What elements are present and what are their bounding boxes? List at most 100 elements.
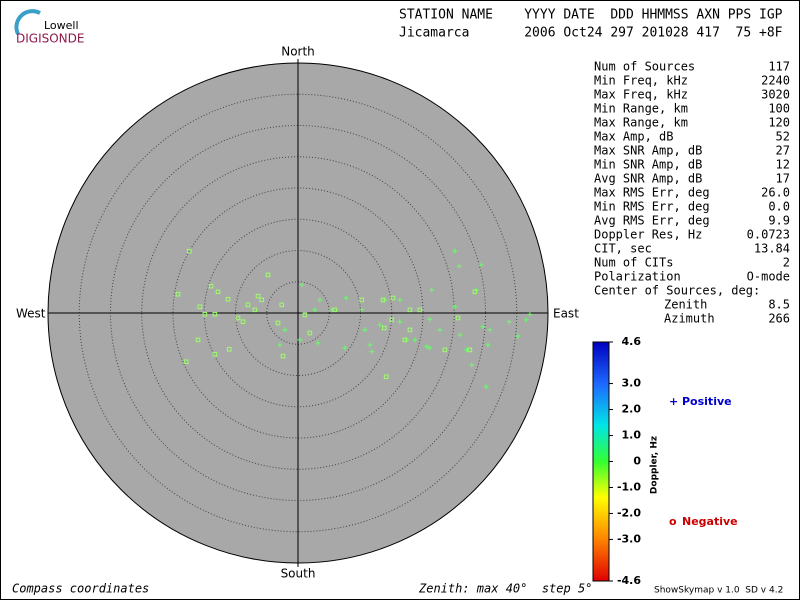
colorbar-tick-label: 2.0 [622,403,642,416]
footer-left: Compass coordinates [12,582,149,596]
source-negative [245,302,251,308]
source-positive [377,322,383,328]
source-positive [277,342,283,348]
direction-west: West [16,307,46,321]
source-positive [367,342,373,348]
colorbar-tick-label: -4.6 [617,574,641,587]
colorbar [592,341,610,582]
source-negative [175,291,181,297]
source-positive [282,327,288,333]
stat-value: 0.0 [768,200,790,214]
source-positive [424,344,430,350]
source-negative [212,311,218,317]
source-positive [506,319,512,325]
source-positive [485,342,491,348]
stat-value: 117 [768,60,790,74]
source-negative [332,307,338,313]
header-labels: STATION NAME YYYY DATE DDD HHMMSS AXN PP… [399,8,783,23]
source-positive [478,262,484,268]
stat-value: 2 [783,256,790,270]
stat-label: Min Freq, kHz [594,74,688,88]
logo-arc [14,9,41,35]
footer-right: ShowSkymap v 1.0 SD v 4.2 [654,586,783,596]
source-negative [302,312,308,318]
stat-label: Num of CITs [594,256,673,270]
stat-value: 12 [776,158,790,172]
source-positive [469,362,475,368]
source-positive [487,327,493,333]
direction-east: East [553,307,579,321]
stat-heading: Center of Sources, deg: [594,284,760,298]
source-negative [186,248,192,254]
stat-label: Max Freq, kHz [594,88,688,102]
source-negative [442,347,448,353]
source-negative [252,307,258,313]
source-negative [197,304,203,310]
stat-label: Max Range, km [594,116,688,130]
source-negative [195,337,201,343]
source-positive [397,319,403,325]
source-negative [240,319,246,325]
colorbar-tick-label: 1.0 [622,429,642,442]
source-negative [183,359,189,365]
source-negative [208,283,214,289]
source-positive [369,349,375,355]
stat-label: Avg RMS Err, deg [594,214,710,228]
stat-value: 8.5 [768,298,790,312]
source-negative [402,337,408,343]
stat-value: 2240 [761,74,790,88]
source-negative [280,353,286,359]
colorbar-label: Doppler, Hz [650,436,660,494]
logo-bottom: DIGISONDE [16,32,84,46]
source-negative [389,317,395,323]
source-positive [527,311,533,317]
source-positive [312,307,318,313]
source-positive [297,337,303,343]
source-positive [437,327,443,333]
stat-value: 13.84 [754,242,790,256]
stat-label: Min RMS Err, deg [594,200,710,214]
source-negative [455,315,461,321]
logo-top: Lowell [44,19,79,32]
stat-value: 266 [768,312,790,326]
source-positive [523,317,529,323]
source-negative [359,297,365,303]
header-values: Jicamarca 2006 Oct24 297 201028 417 75 +… [399,26,783,41]
stat-value: O-mode [747,270,790,284]
source-positive [362,327,368,333]
source-positive [299,282,305,288]
stat-label: Min SNR Amp, dB [594,158,702,172]
legend-label: Positive [682,395,732,408]
source-positive [515,333,521,339]
plot: North South West East [16,45,579,581]
stat-label: Max SNR Amp, dB [594,144,702,158]
source-negative [225,296,231,302]
stat-label: Num of Sources [594,60,695,74]
source-negative [279,302,285,308]
direction-north: North [281,45,315,59]
colorbar-tick-label: -1.0 [617,480,641,493]
source-positive [343,295,349,301]
stat-value: 26.0 [761,186,790,200]
stat-value: 27 [776,144,790,158]
source-negative [265,272,271,278]
source-positive [456,263,462,269]
source-negative [255,293,261,299]
source-positive [429,287,435,293]
source-positive [480,324,486,330]
source-positive [315,340,321,346]
source-positive [342,345,348,351]
source-negative [467,347,473,353]
source-positive [452,248,458,254]
source-negative [259,297,265,303]
colorbar-tick-label: 0 [633,455,641,468]
source-negative [380,297,386,303]
stat-value: 100 [768,102,790,116]
stat-value: 3020 [761,88,790,102]
source-negative [307,330,313,336]
source-negative [235,315,241,321]
source-negative [472,289,478,295]
source-positive [359,307,365,313]
stat-value: 52 [776,130,790,144]
